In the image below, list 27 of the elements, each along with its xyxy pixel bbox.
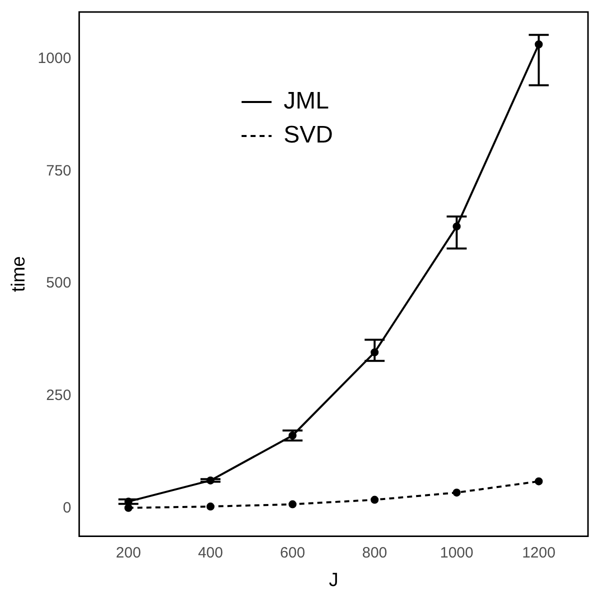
point (452, 488, 461, 497)
point (206, 502, 214, 511)
x-tick-label: 800 (362, 544, 388, 562)
y-axis-title: time (8, 256, 30, 292)
point (288, 431, 297, 440)
point (370, 348, 379, 356)
x-tick-label: 200 (116, 544, 141, 562)
y-tick-label: 250 (46, 387, 72, 404)
point (452, 222, 461, 230)
y-tick-label: 0 (62, 499, 72, 516)
point (206, 476, 214, 484)
y-tick-label: 1000 (38, 50, 72, 67)
x-tick-label: 600 (280, 544, 306, 562)
x-tick-label: 1200 (522, 544, 556, 562)
point (370, 496, 379, 504)
y-tick-label: 500 (46, 274, 72, 292)
point (124, 498, 132, 506)
x-tick-label: 400 (198, 544, 223, 562)
point (534, 477, 543, 486)
legend-label: SVD (284, 122, 333, 149)
x-axis-title: J (328, 570, 338, 591)
point (288, 500, 297, 508)
point (534, 40, 543, 48)
point (124, 504, 132, 512)
legend-label: JML (284, 88, 329, 115)
x-tick-label: 1000 (440, 544, 474, 562)
y-tick-label: 750 (46, 162, 72, 180)
